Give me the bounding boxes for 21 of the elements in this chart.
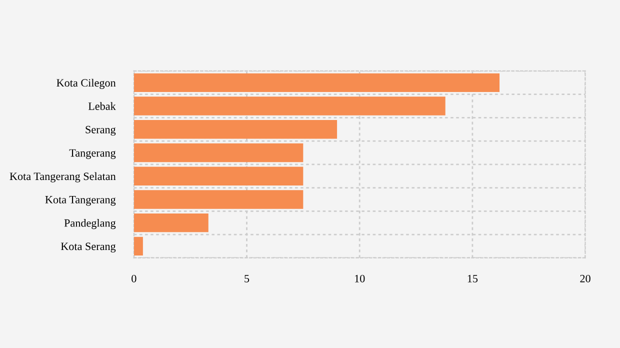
x-tick-label: 20 [580, 274, 590, 282]
x-tick-label: 15 [468, 274, 478, 282]
x-tick-label: 10 [355, 274, 365, 282]
bar [134, 213, 208, 232]
y-tick-label: Lebak [88, 102, 116, 110]
y-tick-label: Serang [86, 126, 116, 136]
y-tick-label: Pandeglang [64, 218, 116, 230]
bar [134, 73, 500, 92]
bar [134, 120, 338, 139]
y-tick-label: Kota Tangerang [45, 196, 116, 206]
y-tick-label: Kota Serang [60, 242, 116, 252]
bar [134, 96, 446, 116]
bar [134, 143, 304, 162]
y-tick-label: Kota Cilegon [56, 78, 116, 89]
bar [134, 166, 304, 186]
y-tick-label: Tangerang [69, 149, 116, 159]
x-tick-label: 5 [244, 274, 250, 282]
bar [134, 190, 304, 209]
bar [134, 236, 143, 256]
y-tick-label: Kota Tangerang Selatan [10, 172, 116, 182]
x-tick-label: 0 [132, 274, 136, 282]
